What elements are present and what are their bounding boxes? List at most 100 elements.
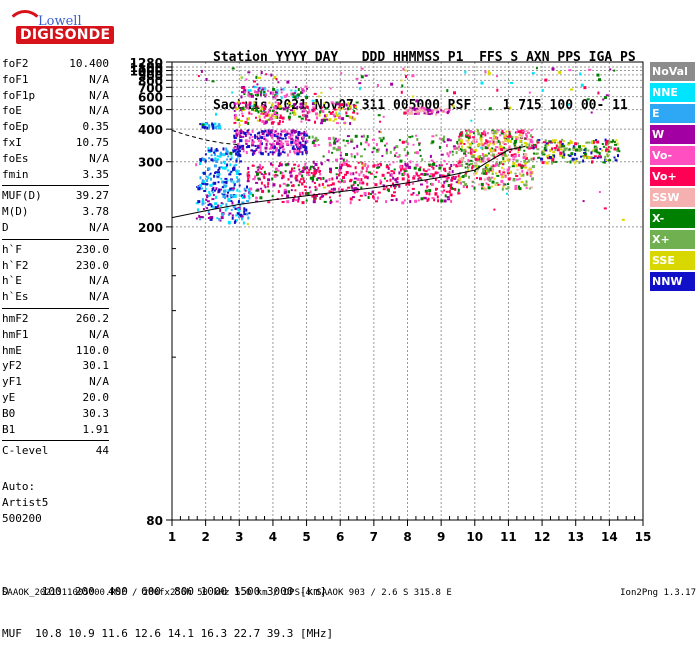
echo-point bbox=[234, 113, 237, 117]
echo-point bbox=[300, 150, 303, 153]
echo-point bbox=[436, 187, 438, 190]
echo-point bbox=[277, 81, 280, 84]
echo-point bbox=[455, 151, 458, 155]
echo-point bbox=[501, 129, 504, 133]
echo-point bbox=[582, 200, 585, 203]
echo-point bbox=[331, 111, 334, 113]
echo-point bbox=[594, 146, 598, 149]
echo-point bbox=[462, 157, 465, 160]
echo-point bbox=[563, 153, 566, 157]
param-row: h`Es N/A bbox=[2, 289, 109, 305]
echo-point bbox=[583, 155, 586, 159]
echo-point bbox=[505, 138, 508, 141]
echo-point bbox=[203, 190, 207, 192]
echo-point bbox=[317, 144, 320, 146]
echo-point bbox=[460, 131, 463, 135]
echo-point bbox=[241, 106, 245, 110]
echo-point bbox=[396, 177, 399, 180]
echo-point bbox=[360, 142, 363, 146]
echo-point bbox=[451, 176, 453, 180]
echo-point bbox=[314, 189, 317, 192]
echo-point bbox=[515, 164, 518, 168]
echo-point bbox=[562, 140, 565, 143]
echo-point bbox=[419, 109, 422, 113]
echo-point bbox=[443, 167, 446, 171]
echo-point bbox=[468, 163, 471, 166]
echo-point bbox=[613, 140, 616, 143]
echo-point bbox=[211, 182, 214, 186]
echo-point bbox=[282, 107, 286, 111]
ionogram-chart: 1 2 3 4 5 6 7 8 9 10 11 12 13 14 158020030040050060070… bbox=[130, 56, 652, 544]
echo-point bbox=[545, 161, 549, 165]
echo-point bbox=[487, 70, 490, 73]
echo-point bbox=[212, 191, 215, 194]
echo-point bbox=[413, 108, 416, 112]
echo-point bbox=[312, 200, 316, 204]
echo-point bbox=[382, 136, 385, 140]
echo-point bbox=[280, 130, 283, 133]
echo-point bbox=[328, 150, 330, 154]
echo-point bbox=[420, 173, 423, 175]
echo-point bbox=[337, 187, 340, 191]
echo-point bbox=[462, 181, 466, 184]
echo-point bbox=[431, 197, 435, 200]
echo-point bbox=[270, 135, 273, 139]
echo-point bbox=[232, 167, 235, 171]
echo-point bbox=[473, 150, 476, 153]
echo-point bbox=[236, 169, 239, 172]
echo-point bbox=[249, 187, 253, 191]
echo-point bbox=[225, 203, 228, 207]
echo-point bbox=[290, 140, 294, 144]
echo-point bbox=[263, 170, 266, 174]
echo-point bbox=[297, 136, 299, 140]
echo-point bbox=[597, 91, 600, 95]
echo-point bbox=[279, 171, 282, 175]
echo-point bbox=[392, 182, 394, 185]
echo-point bbox=[338, 148, 341, 151]
echo-point bbox=[303, 168, 306, 171]
echo-point bbox=[270, 106, 272, 109]
x-tick-label: 4 bbox=[269, 530, 277, 544]
param-row: B0 30.3 bbox=[2, 406, 109, 422]
echo-point bbox=[233, 130, 236, 132]
echo-point bbox=[247, 177, 250, 181]
echo-point bbox=[496, 154, 499, 157]
echo-point bbox=[227, 220, 231, 224]
echo-point bbox=[483, 131, 487, 134]
echo-point bbox=[528, 143, 531, 147]
echo-point bbox=[260, 173, 263, 175]
echo-point bbox=[340, 72, 343, 75]
echo-point bbox=[241, 194, 244, 198]
echo-point bbox=[302, 177, 305, 181]
echo-point bbox=[206, 179, 209, 182]
echo-point bbox=[267, 152, 270, 156]
echo-point bbox=[500, 161, 503, 165]
echo-point bbox=[436, 171, 440, 174]
echo-point bbox=[302, 108, 306, 112]
echo-point bbox=[392, 194, 396, 197]
param-row: foEs N/A bbox=[2, 151, 109, 167]
echo-point bbox=[503, 153, 507, 157]
echo-point bbox=[571, 157, 575, 161]
echo-point bbox=[308, 186, 311, 189]
echo-point bbox=[237, 178, 241, 182]
echo-point bbox=[274, 101, 277, 104]
param-value: 230.0 bbox=[75, 258, 109, 272]
echo-point bbox=[366, 167, 368, 170]
param-row: h`E N/A bbox=[2, 273, 109, 289]
echo-point bbox=[235, 130, 238, 134]
echo-point bbox=[467, 151, 470, 154]
echo-point bbox=[526, 143, 528, 146]
echo-point bbox=[279, 146, 282, 150]
echo-point bbox=[302, 139, 305, 143]
echo-point bbox=[210, 177, 212, 181]
echo-point bbox=[355, 101, 359, 104]
echo-point bbox=[502, 182, 505, 186]
echo-point bbox=[514, 184, 518, 187]
echo-point bbox=[428, 192, 431, 196]
param-value: N/A bbox=[89, 274, 109, 288]
echo-point bbox=[352, 117, 356, 121]
echo-point bbox=[241, 201, 245, 205]
echo-point bbox=[273, 175, 277, 178]
echo-point bbox=[263, 176, 266, 180]
